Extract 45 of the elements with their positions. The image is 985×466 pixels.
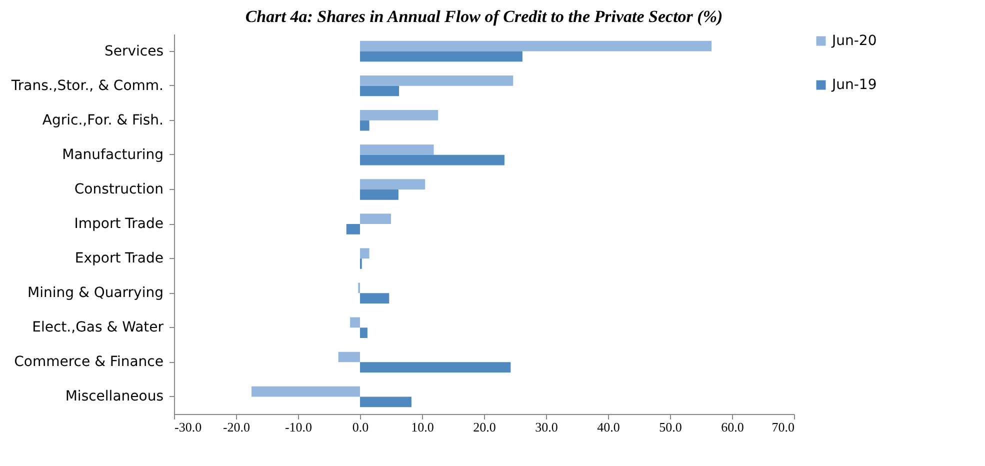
bar xyxy=(252,386,360,397)
x-tick-label: -30.0 xyxy=(174,420,202,434)
bar xyxy=(360,75,514,86)
bar xyxy=(360,248,370,259)
bar xyxy=(360,396,412,408)
x-tick-label: 40.0 xyxy=(597,420,620,434)
bar xyxy=(350,317,360,328)
y-tick-label: Commerce & Finance xyxy=(14,354,164,370)
x-tick-label: 0.0 xyxy=(352,420,369,434)
bar xyxy=(338,352,360,362)
bar xyxy=(360,328,368,338)
legend-label: Jun-19 xyxy=(831,77,877,93)
bar xyxy=(360,51,522,62)
bar xyxy=(360,214,391,224)
bar xyxy=(360,144,434,155)
chart-title: Chart 4a: Shares in Annual Flow of Credit to the Private Sector (%) xyxy=(245,7,723,26)
y-tick-label: Agric.,For. & Fish. xyxy=(42,112,164,128)
x-tick-label: 70.0 xyxy=(772,420,794,434)
y-tick-label: Mining & Quarrying xyxy=(28,285,164,302)
x-tick-label: 10.0 xyxy=(411,420,434,434)
bar xyxy=(360,40,712,52)
x-tick-label: 50.0 xyxy=(659,420,682,434)
y-tick-label: Elect.,Gas & Water xyxy=(32,320,164,336)
bar xyxy=(360,120,370,131)
bar xyxy=(360,293,390,304)
y-tick-label: Import Trade xyxy=(74,216,164,232)
bar xyxy=(360,362,511,373)
bar xyxy=(360,86,400,96)
x-tick-label: 60.0 xyxy=(721,420,744,434)
x-tick-label: -20.0 xyxy=(222,420,250,434)
y-tick-label: Manufacturing xyxy=(62,146,164,163)
legend-label: Jun-20 xyxy=(831,33,877,49)
y-tick-label: Trans.,Stor., & Comm. xyxy=(10,78,164,94)
y-tick-label: Export Trade xyxy=(74,250,164,267)
x-tick-label: 30.0 xyxy=(535,420,558,434)
bar xyxy=(346,224,360,234)
y-tick-label: Miscellaneous xyxy=(65,388,164,405)
x-tick-label: 20.0 xyxy=(473,420,496,434)
y-tick-label: Services xyxy=(104,43,164,60)
y-tick-label: Construction xyxy=(74,181,164,198)
bar xyxy=(360,189,398,200)
bar xyxy=(360,110,438,120)
bar xyxy=(360,154,504,166)
x-tick-label: -10.0 xyxy=(284,420,312,434)
bar xyxy=(360,179,426,190)
